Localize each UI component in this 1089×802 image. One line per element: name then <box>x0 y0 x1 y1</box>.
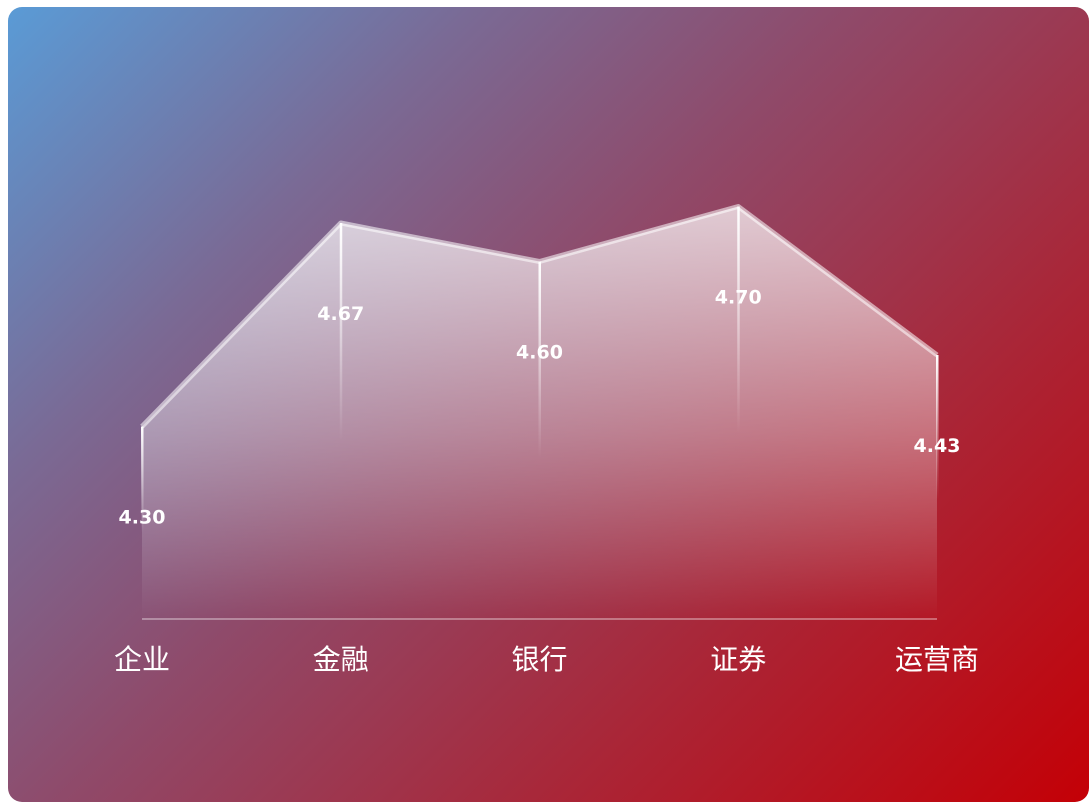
data-label: 4.60 <box>516 342 563 364</box>
drop-line <box>936 355 939 501</box>
x-tick-label: 金融 <box>313 643 369 676</box>
x-tick-label: 银行 <box>511 643 567 676</box>
drop-line <box>737 206 740 434</box>
drop-line <box>339 223 343 441</box>
data-label: 4.43 <box>914 435 961 457</box>
data-label: 4.30 <box>119 507 166 529</box>
drop-line <box>538 261 541 459</box>
data-label: 4.70 <box>715 287 762 309</box>
x-tick-label: 企业 <box>114 643 170 676</box>
x-tick-label: 证券 <box>710 643 766 676</box>
x-tick-label: 运营商 <box>895 643 979 676</box>
data-label: 4.67 <box>317 303 364 325</box>
drop-line <box>141 426 144 533</box>
